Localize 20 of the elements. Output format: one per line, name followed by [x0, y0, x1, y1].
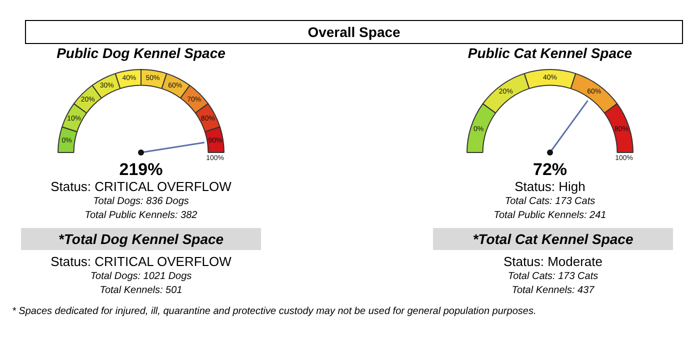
text: Total Public Kennels: 241	[492, 209, 608, 223]
text: Total Cats: 173 Cats	[506, 270, 600, 284]
text: Status: Moderate	[502, 254, 604, 270]
text: Status: High	[514, 179, 586, 195]
text: Total Public Kennels: 382	[84, 209, 198, 223]
text: Status: CRITICAL OVERFLOW	[50, 179, 232, 195]
chart-title: Public Dog Kennel Space	[56, 45, 226, 63]
text: Total Cats: 173 Cats	[504, 195, 596, 209]
text: *Total Dog Kennel Space	[21, 228, 261, 250]
text: Total Dogs: 1021 Dogs	[89, 270, 193, 284]
chart-title: Public Cat Kennel Space	[466, 45, 634, 63]
text: *Total Cat Kennel Space	[433, 228, 673, 250]
text: Total Kennels: 501	[98, 284, 184, 298]
text: Overall Space	[25, 20, 683, 44]
text: Total Kennels: 437	[510, 284, 596, 298]
text: Status: CRITICAL OVERFLOW	[50, 254, 232, 270]
text: 72%	[532, 160, 568, 179]
text: Total Dogs: 836 Dogs	[92, 195, 190, 209]
text: 219%	[118, 160, 164, 179]
text: * Spaces dedicated for injured, ill, quarantine and protective custody may not be used for general population purposes.	[12, 306, 536, 317]
